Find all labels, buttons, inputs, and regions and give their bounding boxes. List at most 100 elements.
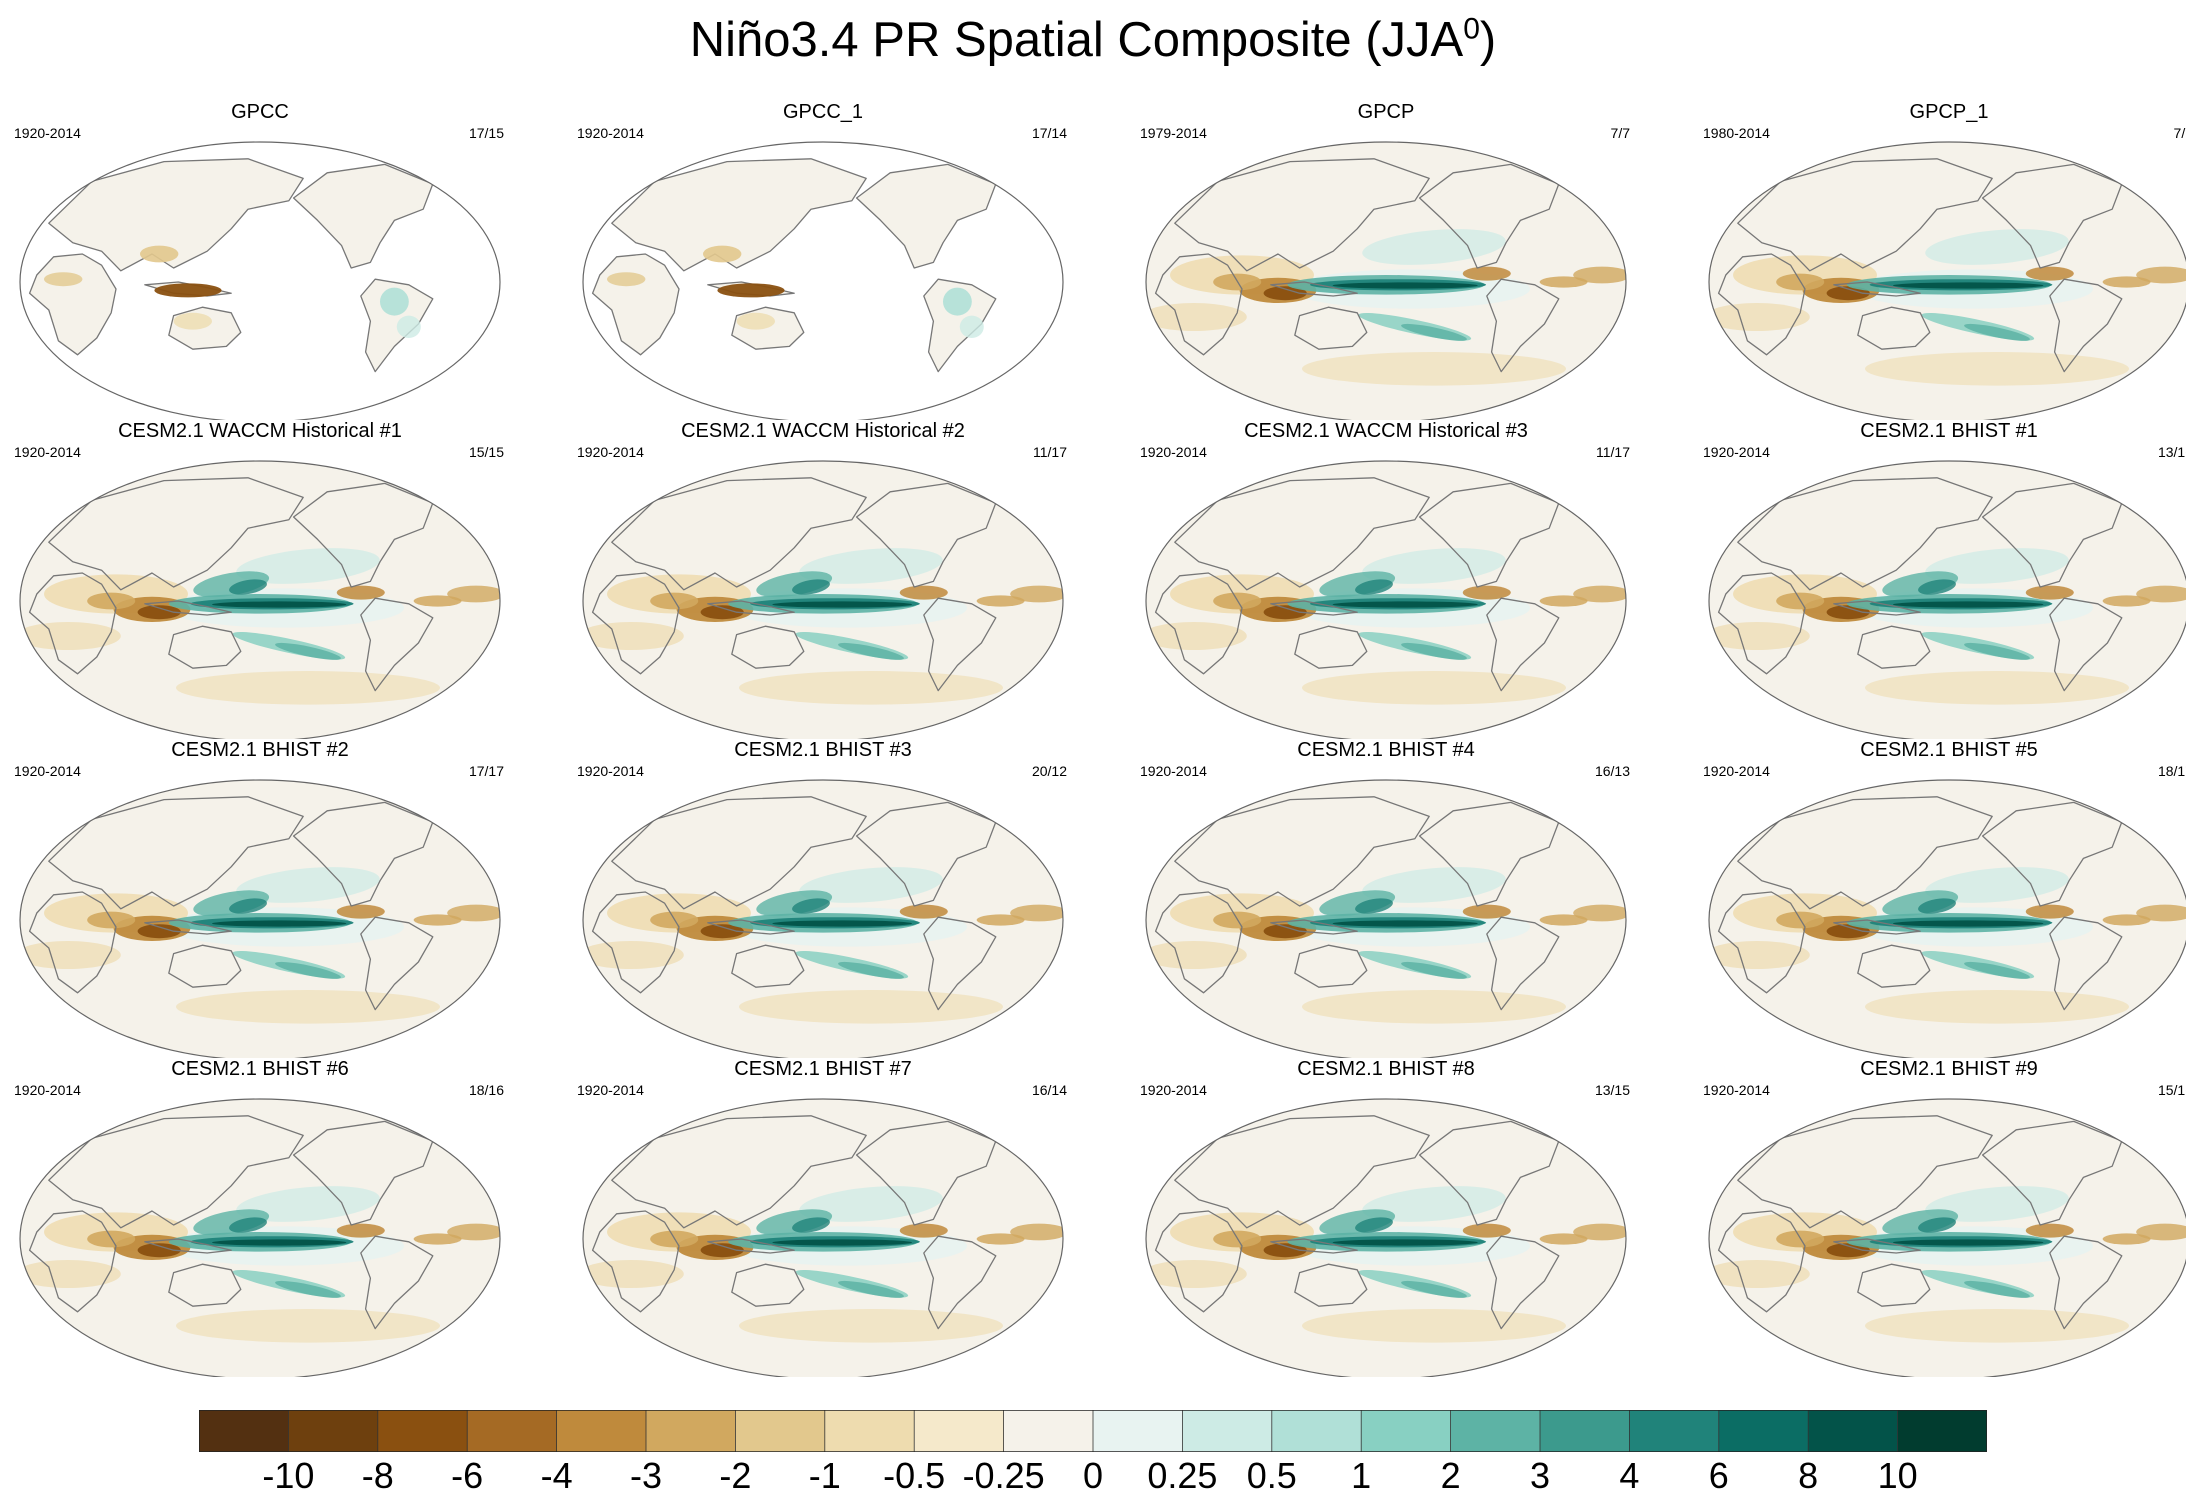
dry-anomaly-patch <box>1263 1243 1307 1258</box>
panel-event-count: 18/17 <box>2157 763 2186 779</box>
dry-anomaly-patch <box>176 1309 440 1343</box>
colorbar-labels: -10 -8 -6 -4 -3 -2 -1 -0.5 -0.25 0 0.25 0.5 1 2 3 4 6 8 10 <box>199 1456 1987 1496</box>
world-map <box>582 1098 1064 1377</box>
wet-anomaly-patch <box>1892 282 2044 289</box>
wet-anomaly-patch <box>838 642 904 660</box>
panel-event-count: 17/17 <box>468 763 504 779</box>
wet-anomaly-patch <box>1925 867 2069 903</box>
colorbar-swatch <box>1271 1410 1363 1452</box>
wet-anomaly-patch <box>799 867 943 903</box>
south-america-land <box>360 278 434 373</box>
dry-anomaly-patch <box>1263 605 1307 620</box>
panel-event-count: 7/7 <box>1610 125 1630 141</box>
colorbar-swatch <box>1629 1410 1720 1452</box>
dry-anomaly-patch <box>1865 990 2129 1024</box>
dry-anomaly-patch <box>1573 904 1626 922</box>
wet-anomaly-patch <box>1362 548 1506 584</box>
colorbar-tick-label: -2 <box>719 1455 752 1496</box>
colorbar-tick-label: 6 <box>1708 1455 1729 1496</box>
dry-anomaly-patch <box>1573 585 1626 603</box>
dry-anomaly-patch <box>2136 585 2186 603</box>
world-map <box>19 141 501 420</box>
indonesia-outline <box>1833 600 1921 616</box>
colorbar-swatch <box>913 1410 1005 1452</box>
map-outline <box>19 460 501 739</box>
dry-anomaly-patch <box>1263 924 1307 939</box>
dry-anomaly-patch <box>717 283 785 298</box>
dry-anomaly-patch <box>20 941 121 969</box>
dry-anomaly-patch <box>583 941 684 969</box>
world-map <box>19 460 501 739</box>
panel-title: GPCP_1 <box>1909 101 1989 123</box>
dry-anomaly-patch <box>700 1243 744 1258</box>
wet-anomaly-patch <box>1892 601 2044 608</box>
anomaly-field <box>591 158 997 373</box>
australia-outline <box>731 1263 805 1307</box>
colorbar-swatch <box>824 1410 916 1452</box>
colorbar-tick-label: 1 <box>1351 1455 1372 1496</box>
wet-anomaly-patch <box>1918 579 1956 595</box>
panel-event-count: 13/16 <box>2157 444 2186 460</box>
world-map <box>1145 1098 1627 1377</box>
wet-anomaly-patch <box>1355 898 1393 914</box>
australia-outline <box>1294 1263 1368 1307</box>
south-america-outline <box>360 597 434 692</box>
wet-anomaly-patch <box>1892 920 2044 927</box>
wet-anomaly-patch <box>1964 323 2030 341</box>
panel-title: CESM2.1 WACCM Historical #2 <box>681 420 965 442</box>
colorbar-tick-label: 0.25 <box>1147 1455 1218 1496</box>
dry-anomaly-patch <box>1826 286 1870 301</box>
australia-outline <box>1857 306 1931 350</box>
africa-outline <box>591 891 680 994</box>
colorbar-tick-label: 4 <box>1619 1455 1640 1496</box>
panel-title: CESM2.1 BHIST #8 <box>1297 1058 1475 1080</box>
world-map <box>1145 460 1627 739</box>
wet-anomaly-patch <box>1362 1186 1506 1222</box>
anomaly-field <box>1709 1115 2186 1343</box>
panel-years: 1920-2014 <box>1140 763 1207 779</box>
dry-anomaly-patch <box>2025 585 2074 600</box>
eurasia-outline <box>1737 477 1993 591</box>
indonesia-outline <box>1270 1238 1358 1254</box>
wet-anomaly-patch <box>236 867 380 903</box>
dry-anomaly-patch <box>176 671 440 705</box>
wet-anomaly-patch <box>1918 898 1956 914</box>
colorbar-swatch <box>288 1410 379 1452</box>
indonesia-outline <box>707 600 795 616</box>
map-panel: CESM2.1 BHIST #5 1920-2014 18/17 <box>1699 738 2186 1058</box>
indonesia-outline <box>1833 919 1921 935</box>
dry-anomaly-patch <box>1462 1223 1511 1238</box>
dry-anomaly-patch <box>1010 904 1063 922</box>
dry-anomaly-patch <box>1263 286 1307 301</box>
wet-anomaly-patch <box>1401 1280 1467 1298</box>
dry-anomaly-patch <box>976 1233 1025 1245</box>
panel-event-count: 20/12 <box>1031 763 1067 779</box>
dry-anomaly-patch <box>1146 1260 1247 1288</box>
wet-anomaly-patch <box>1964 1280 2030 1298</box>
dry-anomaly-patch <box>1302 1309 1566 1343</box>
world-map <box>1145 141 1627 420</box>
colorbar-swatch <box>645 1410 737 1452</box>
wet-anomaly-patch <box>792 1217 830 1233</box>
figure-title-text: Niño3.4 PR Spatial Composite (JJA <box>689 13 1464 67</box>
dry-anomaly-patch <box>1709 1260 1810 1288</box>
dry-anomaly-patch <box>1826 1243 1870 1258</box>
dry-anomaly-patch <box>1865 671 2129 705</box>
australia-outline <box>1857 944 1931 988</box>
wet-anomaly-patch <box>772 920 913 927</box>
map-panel: CESM2.1 BHIST #3 1920-2014 20/12 <box>573 738 1073 1058</box>
map-outline <box>1708 1098 2186 1377</box>
figure-title-suffix: ) <box>1479 13 1497 67</box>
eurasia-outline <box>48 796 304 910</box>
anomaly-field <box>1146 158 1626 386</box>
panel-event-count: 16/13 <box>1594 763 1630 779</box>
south-america-outline <box>923 597 997 692</box>
dry-anomaly-patch <box>899 1223 948 1238</box>
wet-anomaly-patch <box>1964 642 2030 660</box>
map-outline <box>582 779 1064 1058</box>
south-america-outline <box>2049 278 2123 373</box>
world-map <box>1708 141 2186 420</box>
map-panel: CESM2.1 BHIST #6 1920-2014 18/16 <box>10 1057 510 1377</box>
colorbar-swatch <box>1360 1410 1452 1452</box>
colorbar-swatch <box>1718 1410 1810 1452</box>
